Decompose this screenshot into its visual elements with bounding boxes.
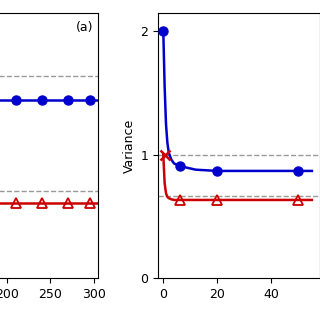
Text: (a): (a) bbox=[76, 21, 93, 34]
Y-axis label: Variance: Variance bbox=[123, 118, 136, 173]
